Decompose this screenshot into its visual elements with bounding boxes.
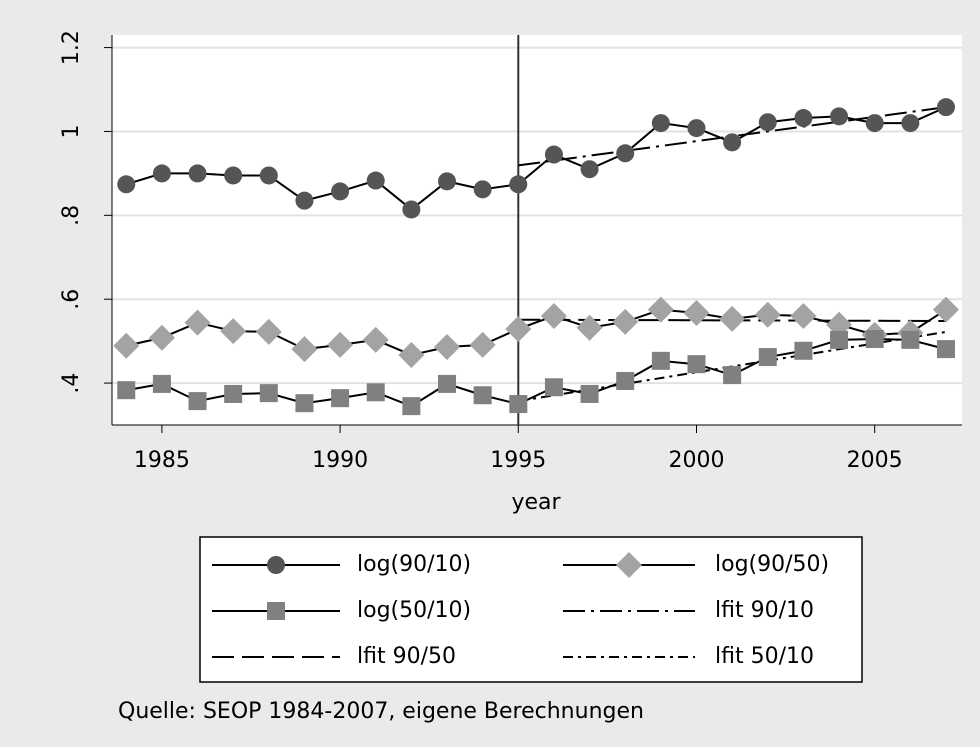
marker — [331, 182, 350, 201]
marker — [616, 371, 635, 390]
marker — [188, 392, 207, 411]
marker — [758, 113, 777, 132]
marker — [295, 394, 314, 413]
marker — [362, 326, 389, 353]
marker — [509, 175, 528, 194]
marker — [327, 331, 354, 358]
marker — [148, 324, 175, 351]
legend-marker — [616, 552, 642, 578]
marker — [865, 330, 884, 349]
marker — [402, 200, 421, 219]
marker — [473, 386, 492, 405]
marker — [152, 374, 171, 393]
marker — [723, 133, 742, 152]
marker — [291, 336, 318, 363]
y-tick-label: 1 — [59, 124, 84, 138]
marker — [366, 383, 385, 402]
marker — [295, 191, 314, 210]
marker — [117, 381, 136, 400]
marker — [473, 180, 492, 199]
marker — [544, 145, 563, 164]
plot-area — [112, 35, 962, 425]
marker — [580, 160, 599, 179]
marker — [758, 348, 777, 367]
source-note: Quelle: SEOP 1984-2007, eigene Berechnun… — [118, 699, 644, 724]
marker — [469, 331, 496, 358]
marker — [932, 296, 959, 323]
marker — [220, 318, 247, 345]
marker — [398, 341, 425, 368]
marker — [687, 355, 706, 374]
legend-label: lfit 90/10 — [715, 598, 814, 623]
marker — [438, 374, 457, 393]
x-tick-label: 2005 — [847, 448, 903, 473]
x-tick-label: 1985 — [134, 448, 190, 473]
x-tick-label: 1990 — [312, 448, 368, 473]
marker — [794, 341, 813, 360]
marker — [152, 164, 171, 183]
marker — [794, 109, 813, 128]
y-tick-label: .6 — [59, 289, 84, 310]
marker — [188, 164, 207, 183]
marker — [505, 315, 532, 342]
marker — [612, 308, 639, 335]
marker — [865, 114, 884, 133]
marker — [117, 175, 136, 194]
y-tick-label: .8 — [59, 205, 84, 226]
marker — [402, 397, 421, 416]
legend-label: log(50/10) — [357, 598, 471, 623]
marker — [113, 332, 140, 359]
marker — [184, 309, 211, 336]
marker — [830, 107, 849, 126]
marker — [616, 144, 635, 163]
marker — [790, 302, 817, 329]
marker — [647, 296, 674, 323]
legend-label: log(90/50) — [715, 552, 829, 577]
legend-label: lfit 90/50 — [357, 644, 456, 669]
y-tick-label: 1.2 — [59, 30, 84, 65]
marker — [936, 98, 955, 117]
marker — [723, 366, 742, 385]
marker — [259, 384, 278, 403]
legend-marker — [267, 556, 285, 574]
legend-marker — [267, 602, 285, 620]
marker — [683, 300, 710, 327]
x-tick-label: 1995 — [490, 448, 546, 473]
marker — [331, 389, 350, 408]
marker — [901, 330, 920, 349]
marker — [901, 114, 920, 133]
marker — [719, 305, 746, 332]
marker — [830, 330, 849, 349]
x-axis-label: year — [511, 490, 561, 515]
marker — [651, 114, 670, 133]
y-tick-label: .4 — [59, 373, 84, 394]
marker — [224, 166, 243, 185]
marker — [754, 301, 781, 328]
marker — [580, 384, 599, 403]
marker — [576, 314, 603, 341]
marker — [651, 351, 670, 370]
marker — [438, 172, 457, 191]
marker — [366, 171, 385, 190]
marker — [540, 302, 567, 329]
marker — [259, 166, 278, 185]
marker — [687, 119, 706, 138]
legend-label: log(90/10) — [357, 552, 471, 577]
marker — [224, 384, 243, 403]
marker — [255, 318, 282, 345]
marker — [434, 334, 461, 360]
marker — [544, 378, 563, 397]
marker — [936, 340, 955, 359]
x-tick-label: 2000 — [668, 448, 724, 473]
marker — [509, 395, 528, 414]
legend-label: lfit 50/10 — [715, 644, 814, 669]
